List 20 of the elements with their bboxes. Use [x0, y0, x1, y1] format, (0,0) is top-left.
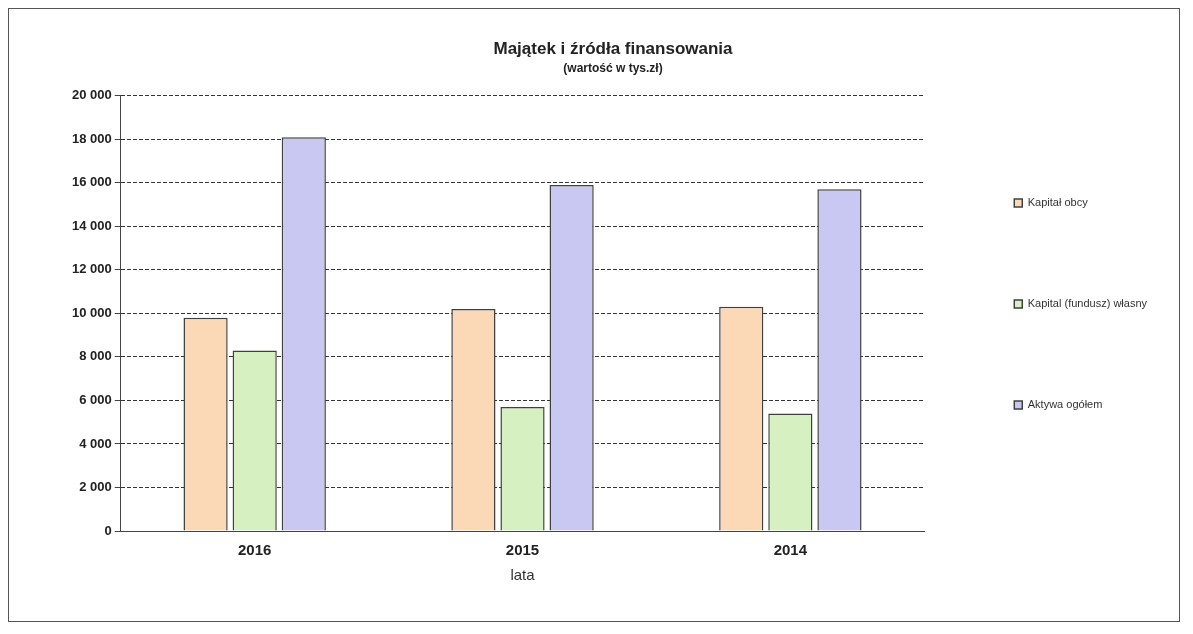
chart-subtitle: (wartość w tys.zł) — [563, 60, 663, 75]
y-tick-label: 10 000 — [72, 304, 112, 320]
y-tick-label: 20 000 — [72, 87, 112, 103]
x-tick-label: 2016 — [237, 541, 272, 559]
chart-title: Majątek i źródła finansowania — [493, 38, 734, 58]
x-axis-title: lata — [510, 566, 536, 584]
y-tick-label: 12 000 — [72, 261, 112, 277]
legend-label: Kapital (fundusz) własny — [1027, 297, 1148, 310]
y-tick-label: 18 000 — [72, 130, 112, 146]
y-tick-label: 2 000 — [79, 479, 112, 495]
x-tick-label: 2015 — [505, 541, 540, 559]
y-tick-label: 16 000 — [72, 174, 112, 190]
y-tick-label: 4 000 — [79, 435, 112, 451]
y-tick-label: 8 000 — [79, 348, 112, 364]
y-tick-label: 0 — [104, 522, 112, 538]
y-tick-label: 14 000 — [72, 217, 112, 233]
y-tick-label: 6 000 — [79, 392, 112, 408]
x-tick-label: 2014 — [773, 541, 808, 559]
legend-label: Aktywa ogółem — [1027, 398, 1103, 411]
legend-label: Kapitał obcy — [1027, 196, 1089, 209]
